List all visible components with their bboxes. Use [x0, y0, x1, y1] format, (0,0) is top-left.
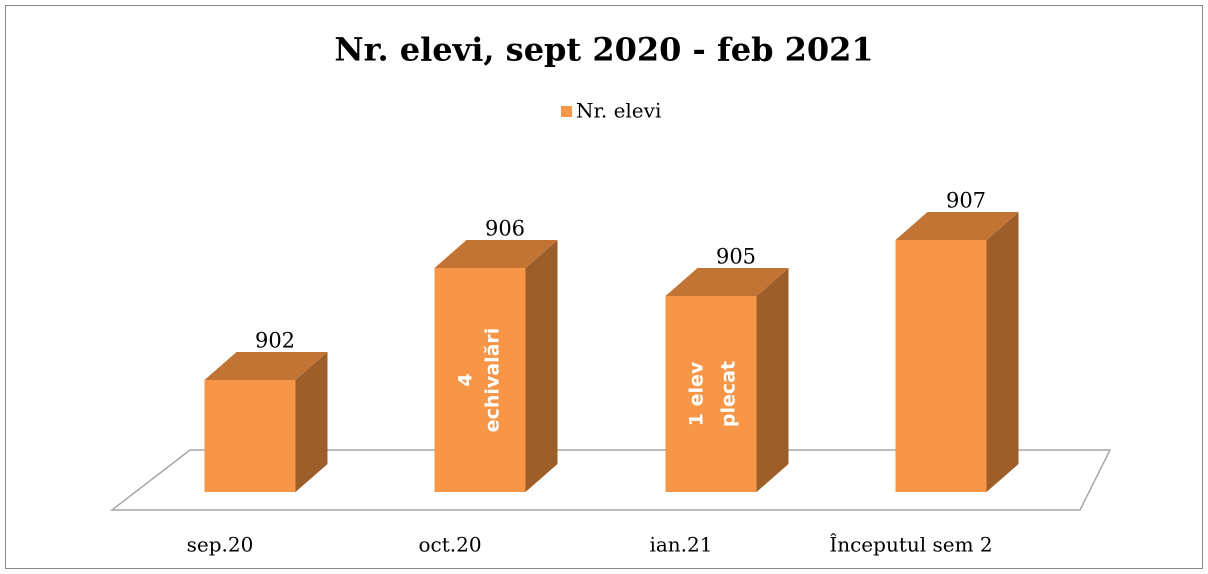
bar	[204, 380, 296, 492]
bar	[895, 240, 987, 492]
chart-title: Nr. elevi, sept 2020 - feb 2021	[334, 31, 873, 69]
x-tick-label: Începutul sem 2	[829, 533, 992, 557]
data-label: 905	[716, 245, 756, 269]
x-tick-label: sep.20	[187, 533, 254, 557]
bar-annotation: 1 elev	[686, 361, 708, 426]
data-label: 907	[946, 189, 986, 213]
bar-top	[204, 352, 328, 380]
data-label: 902	[255, 329, 295, 353]
legend-swatch	[561, 106, 572, 117]
bar-annotation: 4	[455, 373, 477, 386]
chart-frame	[5, 5, 1203, 569]
bar-side	[525, 240, 558, 492]
floor	[109, 449, 1112, 511]
x-tick-label: oct.20	[418, 533, 481, 557]
bar-top	[665, 268, 789, 296]
legend-label: Nr. elevi	[576, 99, 661, 123]
bar-top	[434, 240, 558, 268]
data-label: 906	[485, 217, 525, 241]
bar	[665, 296, 757, 492]
bar-side	[986, 212, 1019, 492]
bar-annotation: echivalări	[482, 328, 504, 433]
bar	[434, 268, 526, 492]
bar-side	[756, 268, 789, 492]
bar-top	[895, 212, 1019, 240]
x-tick-label: ian.21	[649, 533, 712, 557]
bar-side	[295, 352, 328, 492]
bar-annotation: plecat	[718, 361, 740, 427]
